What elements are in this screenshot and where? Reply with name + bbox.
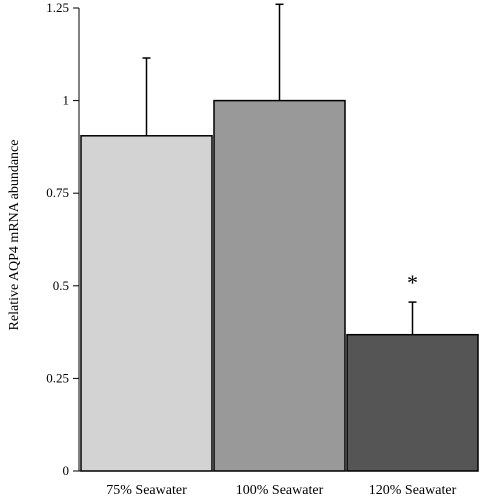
labels-group: 0 0.25 0.5 0.75 1 1.25 75% Seawater 100% Seawat…: [46, 0, 456, 498]
bar: [80, 135, 213, 472]
y-tick-label: 1.25: [46, 0, 69, 15]
significance-marker: *: [407, 270, 418, 295]
y-tick-label: 0.25: [46, 370, 69, 385]
y-axis-title: Relative AQP4 mRNA abundance: [7, 140, 22, 331]
x-tick-label: 100% Seawater: [236, 483, 324, 498]
y-tick-label: 0.75: [46, 185, 69, 200]
bar: [213, 99, 346, 472]
y-tick-label: 0: [63, 463, 70, 478]
y-tick-label: 0.5: [53, 278, 69, 293]
y-tick-label: 1: [63, 93, 70, 108]
x-tick-label: 75% Seawater: [106, 483, 187, 498]
x-tick-label: 120% Seawater: [369, 483, 457, 498]
bar: [346, 333, 479, 472]
bars-group: [80, 3, 479, 472]
